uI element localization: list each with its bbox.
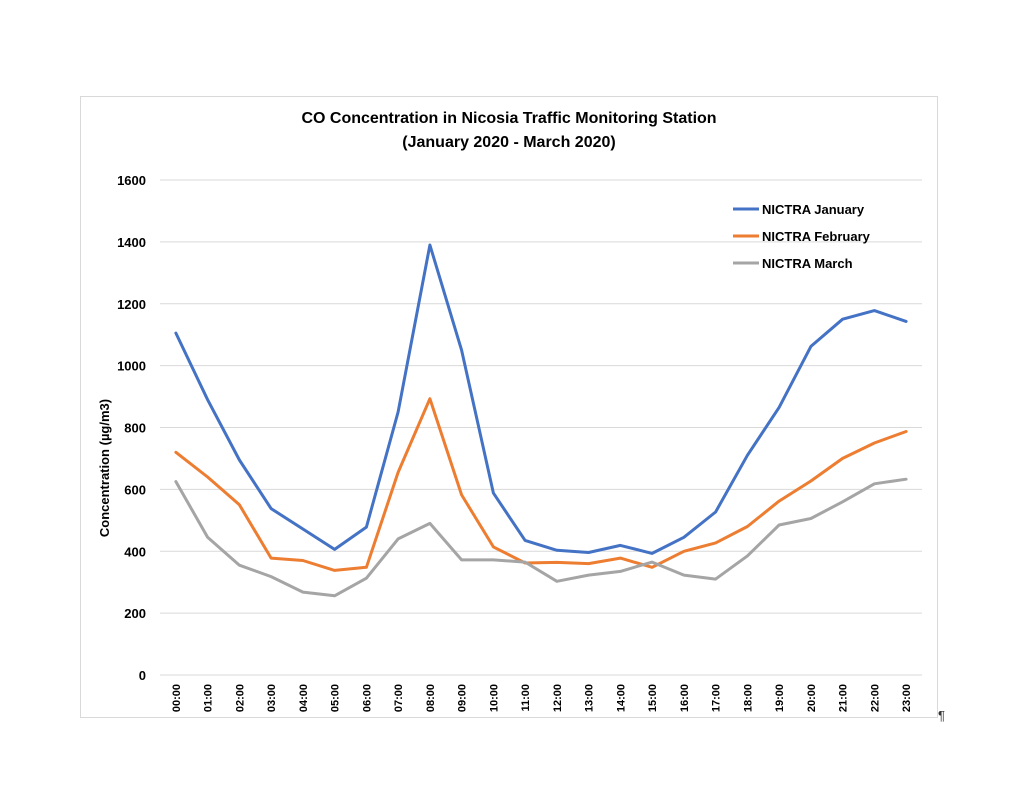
chart-title: CO Concentration in Nicosia Traffic Moni… <box>301 110 716 127</box>
x-tick-label: 02:00 <box>234 684 246 712</box>
x-tick-label: 16:00 <box>679 684 691 712</box>
x-tick-label: 10:00 <box>488 684 500 712</box>
x-tick-label: 03:00 <box>266 684 278 712</box>
x-tick-label: 09:00 <box>457 684 469 712</box>
y-axis-label: Concentration (µg/m3) <box>97 399 112 537</box>
y-ticks: 0 200 400 600 800 1000 1200 1400 1600 <box>117 173 146 683</box>
x-tick-label: 19:00 <box>774 684 786 712</box>
x-tick-label: 06:00 <box>361 684 373 712</box>
gridlines <box>160 179 922 676</box>
x-tick-label: 05:00 <box>330 684 342 712</box>
legend-label-1: NICTRA January <box>762 202 865 217</box>
pilcrow-mark: ¶ <box>938 708 945 723</box>
chart-text: CO Concentration in Nicosia Traffic Moni… <box>97 110 717 537</box>
x-tick-label: 21:00 <box>838 684 850 712</box>
y-tick-label: 1400 <box>117 235 146 250</box>
legend-label-2: NICTRA February <box>762 229 871 244</box>
y-tick-label: 1000 <box>117 359 146 374</box>
series-lines <box>174 243 908 598</box>
chart-subtitle: (January 2020 - March 2020) <box>402 134 615 151</box>
x-tick-label: 14:00 <box>615 684 627 712</box>
series-line-1 <box>174 243 908 555</box>
x-tick-label: 23:00 <box>901 684 913 712</box>
x-ticks: 00:00 01:00 02:00 03:00 04:00 05:00 06:00 07:00… <box>171 684 913 712</box>
x-tick-label: 12:00 <box>552 684 564 712</box>
y-tick-label: 600 <box>124 482 146 497</box>
x-tick-label: 01:00 <box>203 684 215 712</box>
x-tick-label: 22:00 <box>869 684 881 712</box>
x-tick-label: 07:00 <box>393 684 405 712</box>
y-tick-label: 0 <box>139 668 146 683</box>
y-tick-label: 200 <box>124 606 146 621</box>
chart-frame <box>80 96 938 718</box>
legend-label-3: NICTRA March <box>762 256 853 271</box>
series-line-3 <box>174 477 908 598</box>
x-tick-label: 04:00 <box>298 684 310 712</box>
x-tick-label: 00:00 <box>171 684 183 712</box>
legend: NICTRA January NICTRA February NICTRA Marc… <box>733 202 871 271</box>
y-tick-label: 1600 <box>117 173 146 188</box>
x-tick-label: 18:00 <box>742 684 754 712</box>
x-tick-label: 08:00 <box>425 684 437 712</box>
y-tick-label: 1200 <box>117 297 146 312</box>
series-line-2 <box>174 397 908 572</box>
x-tick-label: 11:00 <box>520 684 532 712</box>
x-tick-label: 15:00 <box>647 684 659 712</box>
x-tick-label: 20:00 <box>806 684 818 712</box>
y-tick-label: 400 <box>124 544 146 559</box>
y-tick-label: 800 <box>124 421 146 436</box>
x-tick-label: 17:00 <box>711 684 723 712</box>
x-tick-label: 13:00 <box>584 684 596 712</box>
